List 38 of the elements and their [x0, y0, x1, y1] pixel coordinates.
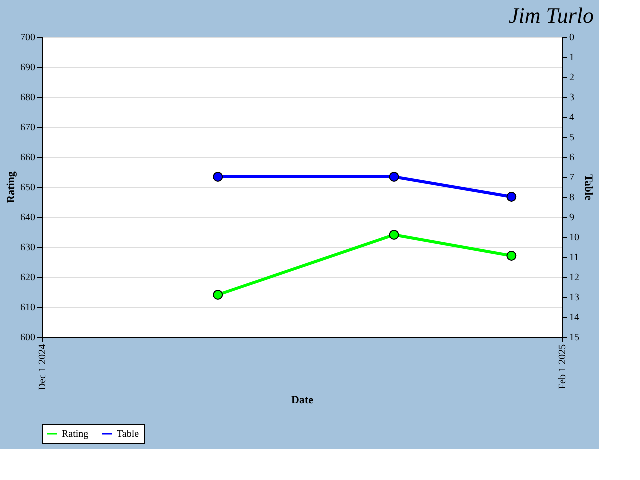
x-axis-title: Date: [292, 394, 314, 407]
y2-tick-label: 15: [570, 332, 580, 344]
x-tick-label: Dec 1 2024: [38, 344, 48, 391]
y2-tick-label: 3: [570, 92, 574, 104]
chart-title: Jim Turlo: [509, 3, 594, 28]
legend-label: Rating: [62, 429, 89, 440]
point: [389, 230, 400, 240]
y2-tick-label: 10: [570, 232, 580, 244]
y2-tick-label: 1: [570, 52, 574, 64]
y2-tick-label: 9: [570, 212, 574, 224]
y-axis-title: Rating: [6, 171, 18, 204]
y2-tick-label: 13: [570, 292, 580, 304]
y-tick-label: 680: [20, 92, 36, 104]
y2-tick-label: 12: [570, 272, 580, 284]
y2-tick-label: 6: [570, 152, 574, 164]
y2-tick-label: 2: [570, 72, 574, 84]
y-tick-label: 640: [20, 212, 36, 224]
y-tick-label: 630: [20, 242, 36, 254]
y2-tick-label: 7: [570, 172, 574, 184]
y-tick-label: 660: [20, 152, 36, 164]
y-tick-label: 690: [20, 62, 36, 74]
y2-axis-title: Table: [582, 174, 594, 201]
y-tick-label: 650: [20, 182, 36, 194]
y-tick-label: 700: [20, 32, 36, 44]
y2-tick-label: 8: [570, 192, 574, 204]
y2-tick-label: 0: [570, 32, 574, 44]
point: [213, 290, 224, 300]
x-tick-label: Feb 1 2025: [558, 344, 568, 390]
y2-tick-label: 5: [570, 132, 574, 144]
legend-label: Table: [117, 429, 140, 440]
y-tick-label: 610: [20, 302, 36, 314]
y2-tick-label: 14: [570, 312, 580, 324]
y-tick-label: 670: [20, 122, 36, 134]
point: [506, 251, 517, 261]
y-tick-label: 620: [20, 272, 36, 284]
y-tick-label: 600: [20, 332, 36, 344]
y2-tick-label: 11: [570, 252, 580, 264]
y2-tick-label: 4: [570, 112, 574, 124]
